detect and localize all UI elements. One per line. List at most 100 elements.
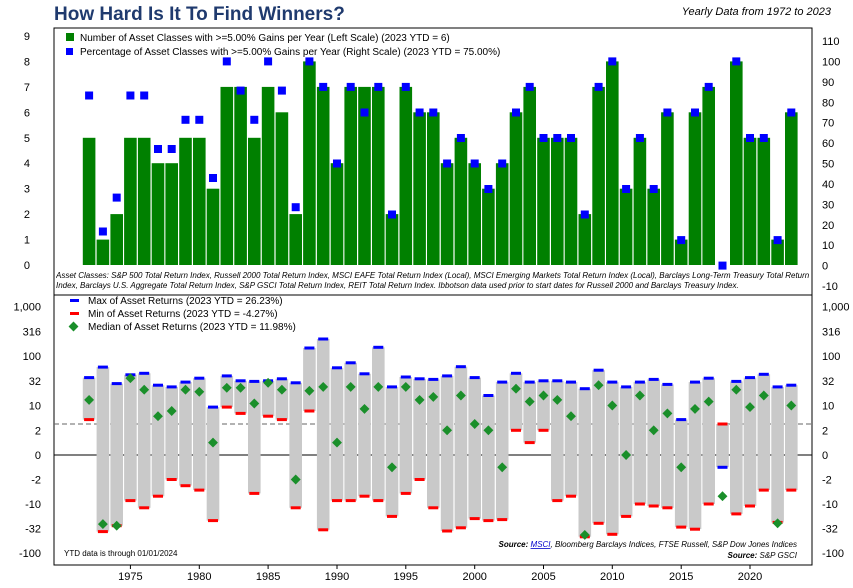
- median-marker-1998: [442, 425, 453, 436]
- min-marker-2021: [758, 488, 769, 492]
- max-marker-2009: [593, 368, 604, 372]
- count-bar-2007: [564, 137, 578, 265]
- left-tick-label: 9: [24, 31, 30, 43]
- bottom-right-tick-label: -100: [822, 548, 844, 560]
- min-marker-1998: [442, 529, 453, 533]
- percentage-marker-2011: [622, 185, 631, 193]
- percentage-marker-1974: [112, 193, 121, 202]
- range-bar-1994: [385, 386, 399, 517]
- legend-swatch-max: [70, 299, 79, 302]
- percentage-marker-1997: [429, 108, 438, 117]
- max-marker-1973: [97, 365, 108, 369]
- percentage-marker-1995: [401, 82, 410, 91]
- bottom-left-tick-label: -2: [31, 475, 41, 487]
- count-bar-1975: [124, 137, 137, 265]
- left-tick-label: 4: [24, 158, 30, 170]
- legend-label-min: Min of Asset Returns (2023 YTD = -4.27%): [88, 309, 278, 320]
- count-bar-1991: [344, 86, 357, 266]
- percentage-marker-2009: [594, 82, 603, 91]
- count-bar-1995: [399, 86, 413, 266]
- count-bar-1978: [165, 163, 178, 265]
- left-tick-label: 8: [24, 56, 30, 68]
- percentage-marker-1975: [126, 91, 135, 100]
- percentage-marker-2002: [498, 159, 507, 168]
- range-bar-2003: [509, 373, 523, 431]
- bottom-right-tick-label: 32: [822, 376, 834, 388]
- right-tick-label: 90: [822, 77, 834, 89]
- x-tick-label: 2020: [738, 571, 762, 583]
- bottom-panel-frame: [53, 294, 813, 566]
- source-label-1: Source:: [499, 540, 529, 549]
- max-marker-2013: [648, 377, 659, 381]
- count-bar-1984: [248, 137, 261, 265]
- bottom-left-tick-label: 10: [29, 401, 41, 413]
- range-bar-1998: [440, 375, 454, 531]
- median-marker-1983: [235, 382, 246, 393]
- max-marker-1984: [249, 379, 260, 383]
- range-bar-1973: [96, 367, 110, 532]
- range-bar-1979: [179, 382, 192, 486]
- count-bar-1993: [372, 86, 385, 266]
- min-marker-2006: [552, 499, 563, 503]
- percentage-marker-1986: [277, 86, 286, 95]
- x-tick-label: 2015: [669, 571, 693, 583]
- percentage-marker-1985: [264, 57, 273, 66]
- count-bar-1983: [234, 86, 247, 266]
- range-bar-1978: [165, 386, 178, 480]
- right-tick-label: 70: [822, 118, 834, 130]
- percentage-marker-2020: [746, 134, 754, 142]
- source-link-msci[interactable]: MSCI: [531, 540, 552, 549]
- median-marker-2013: [648, 425, 659, 436]
- percentage-marker-1990: [333, 159, 341, 168]
- min-marker-1980: [194, 488, 205, 492]
- x-tick-label: 1980: [187, 571, 211, 583]
- count-bar-2010: [606, 61, 619, 266]
- percentage-marker-2001: [484, 185, 493, 193]
- max-marker-2003: [511, 371, 521, 375]
- min-marker-1991: [345, 499, 356, 503]
- range-bar-2017: [702, 378, 715, 504]
- min-marker-1996: [414, 478, 425, 481]
- median-marker-2015: [676, 462, 687, 473]
- right-tick-label: 40: [822, 179, 834, 191]
- top-footnote: Asset Classes: S&P 500 Total Return Inde…: [56, 271, 810, 290]
- count-bar-2004: [523, 86, 536, 266]
- bottom-left-tick-label: -32: [25, 524, 41, 536]
- percentage-marker-2017: [704, 82, 713, 91]
- count-bar-1997: [427, 112, 440, 265]
- bottom-right-tick-label: 10: [822, 401, 834, 413]
- count-bar-2013: [647, 188, 660, 265]
- bottom-right-tick-label: 316: [822, 326, 840, 338]
- count-bar-1980: [193, 137, 206, 265]
- max-marker-2015: [676, 418, 687, 422]
- range-bar-1991: [344, 362, 357, 501]
- min-marker-2013: [648, 504, 659, 508]
- right-tick-label: 110: [822, 36, 840, 48]
- min-marker-1977: [153, 494, 163, 498]
- range-bar-1993: [372, 347, 385, 501]
- max-marker-2016: [690, 380, 700, 384]
- range-bar-2014: [661, 384, 674, 508]
- right-tick-label: 20: [822, 220, 834, 232]
- median-marker-1995: [400, 381, 411, 392]
- min-marker-1983: [235, 411, 246, 415]
- min-marker-1988: [304, 409, 315, 413]
- legend-swatch-percentage: [66, 48, 73, 55]
- count-bar-1988: [303, 61, 316, 266]
- count-bar-2001: [482, 188, 495, 265]
- count-bar-1974: [110, 214, 123, 265]
- left-tick-label: 3: [24, 184, 30, 196]
- count-bar-2019: [730, 61, 743, 266]
- range-bar-2004: [523, 382, 536, 443]
- median-marker-1987: [290, 474, 301, 485]
- right-tick-label: 80: [822, 97, 834, 109]
- x-tick-label: 1985: [256, 571, 280, 583]
- median-marker-1994: [387, 462, 397, 473]
- count-bar-1992: [358, 86, 371, 266]
- range-bar-1984: [248, 381, 261, 494]
- count-bar-2006: [551, 137, 564, 265]
- left-tick-label: 0: [24, 260, 30, 272]
- percentage-marker-2010: [608, 57, 617, 66]
- max-marker-2019: [731, 379, 742, 383]
- range-bar-2007: [564, 382, 578, 497]
